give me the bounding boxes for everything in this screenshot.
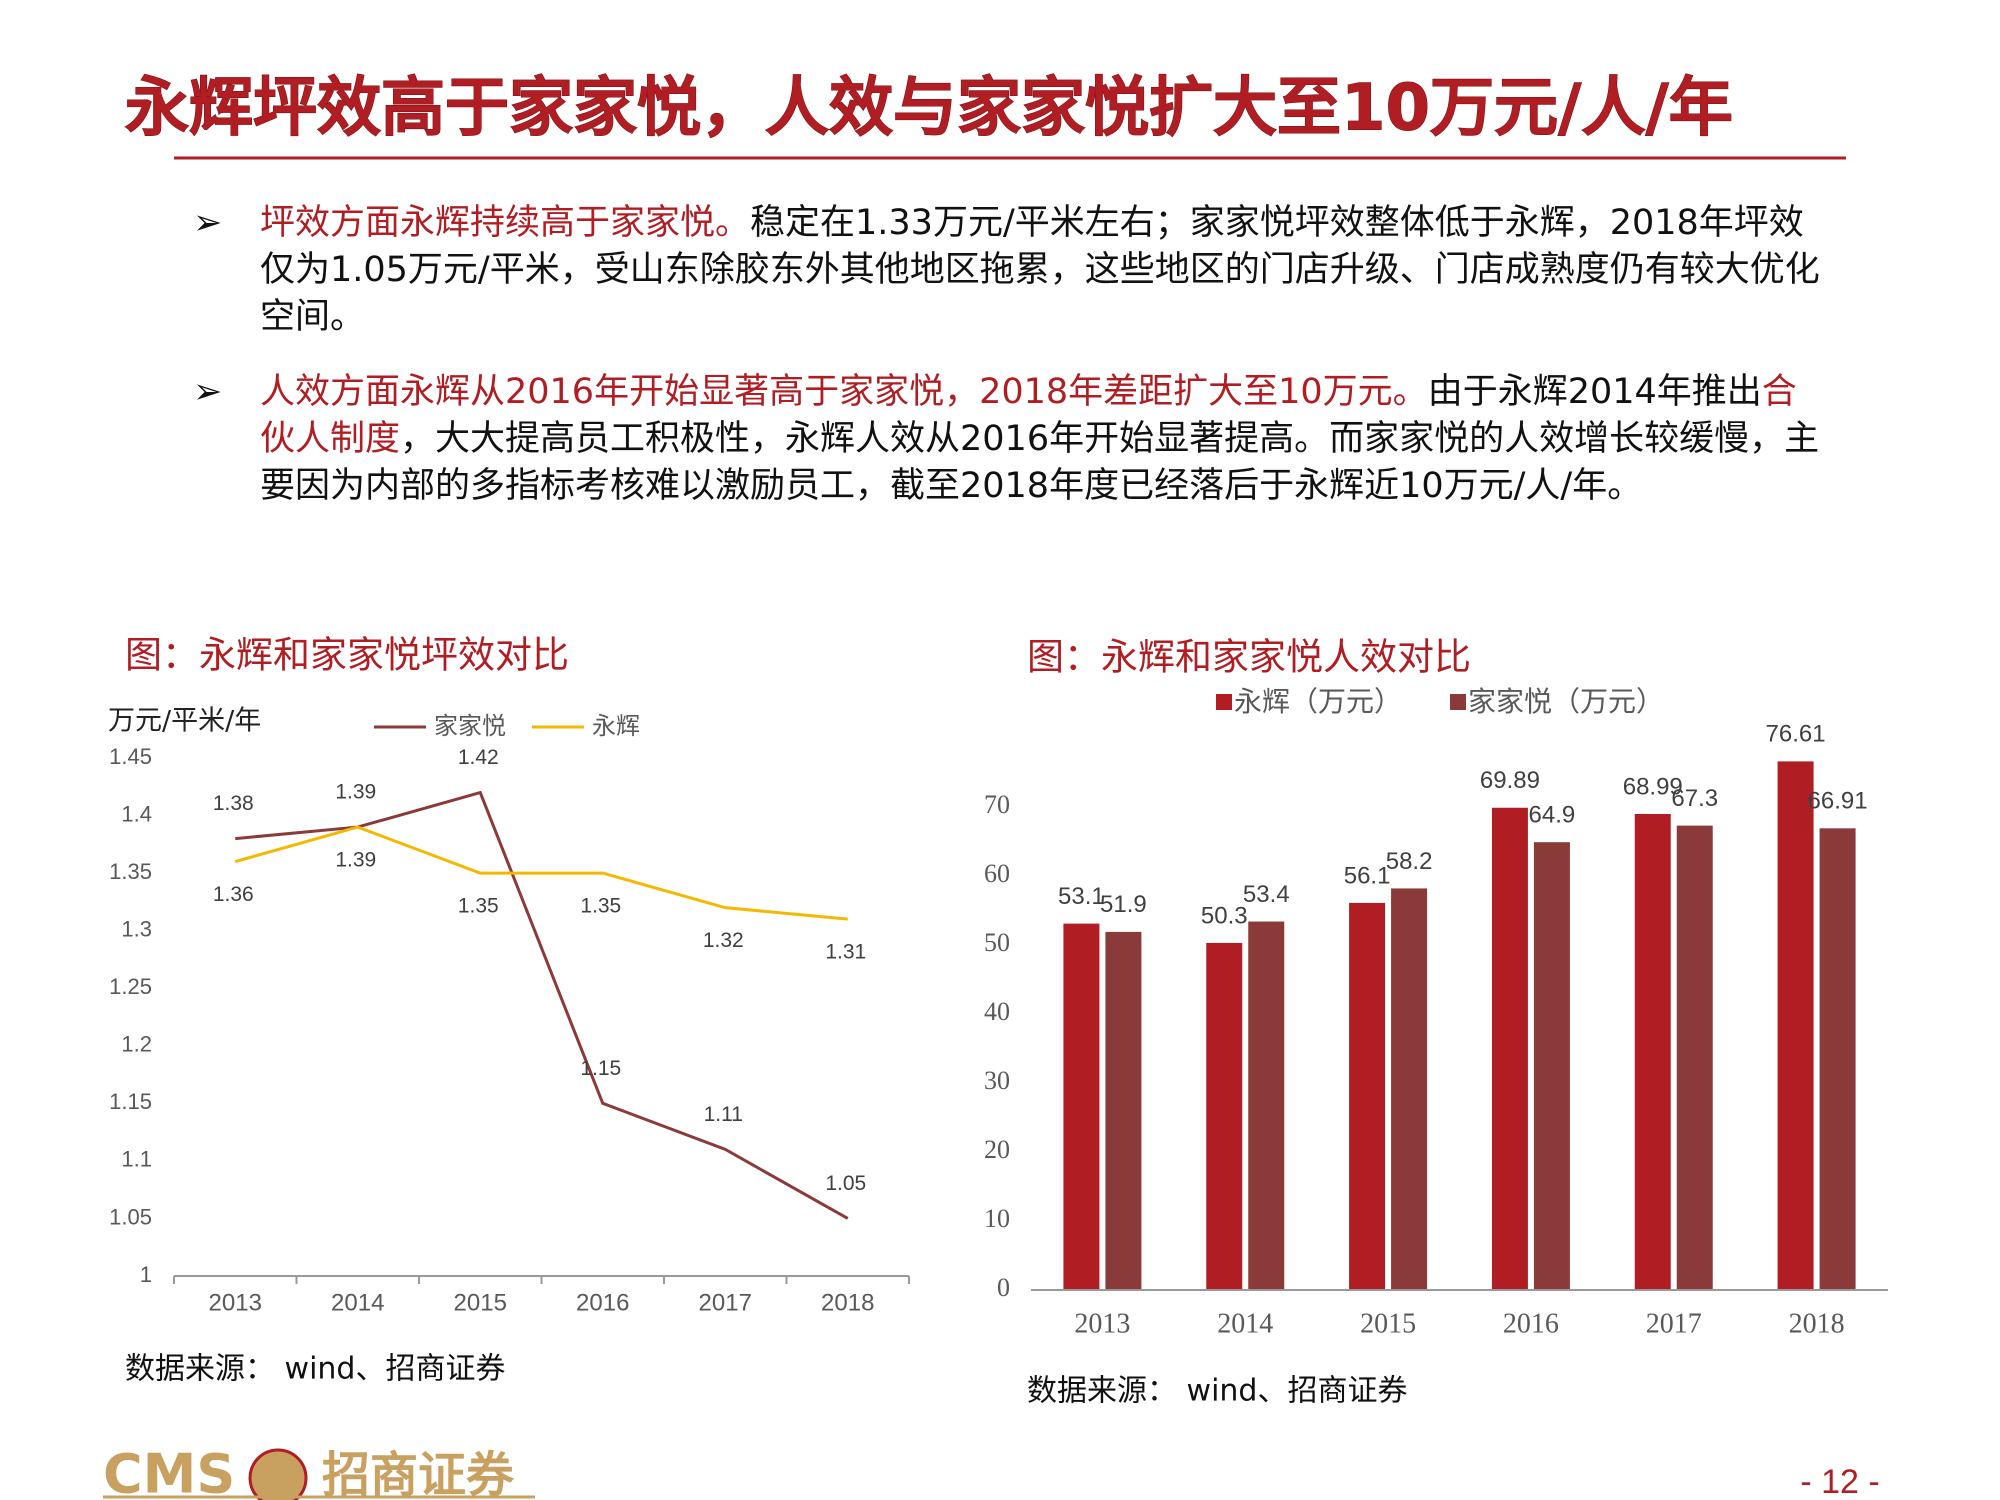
y-tick-label: 1.15 — [109, 1089, 152, 1114]
data-label: 1.35 — [458, 895, 499, 918]
y-tick-label: 1.25 — [109, 974, 152, 999]
y-tick-label: 1.3 — [121, 916, 152, 941]
y-tick-label: 70 — [984, 790, 1010, 819]
y-tick-label: 30 — [984, 1066, 1010, 1095]
data-label: 1.31 — [825, 941, 866, 964]
bullet-text: 人效方面永辉从2016年开始显著高于家家悦，2018年差距扩大至10万元。 — [260, 372, 1428, 412]
bar — [1634, 813, 1671, 1290]
data-label: 1.35 — [580, 895, 621, 918]
legend-swatch — [1450, 694, 1466, 710]
bar — [1533, 842, 1570, 1290]
bar — [1391, 888, 1428, 1290]
data-label: 1.42 — [458, 746, 499, 769]
footer-logo: CMS — [103, 1443, 235, 1500]
x-tick-label: 2014 — [1217, 1308, 1273, 1339]
legend-label: 家家悦（万元） — [1468, 685, 1664, 718]
data-label: 56.1 — [1344, 862, 1391, 889]
x-tick-label: 2017 — [699, 1289, 752, 1316]
data-label: 67.3 — [1671, 785, 1718, 812]
y-axis-label: 万元/平米/年 — [108, 706, 261, 737]
x-tick-label: 2018 — [1789, 1308, 1845, 1339]
x-tick-label: 2013 — [1074, 1308, 1130, 1339]
bar — [1206, 942, 1243, 1290]
data-label: 1.15 — [580, 1057, 621, 1080]
x-tick-label: 2016 — [576, 1289, 629, 1316]
bullet-text: 坪效方面永辉持续高于家家悦。 — [260, 203, 751, 243]
y-tick-label: 1.35 — [109, 859, 152, 884]
legend-label: 永辉（万元） — [1234, 685, 1402, 718]
y-tick-label: 1.4 — [121, 801, 152, 826]
data-label: 1.32 — [703, 929, 744, 952]
bar — [1777, 761, 1814, 1290]
y-tick-label: 1 — [140, 1262, 152, 1287]
data-label: 76.61 — [1766, 721, 1826, 748]
series-line — [235, 790, 849, 1220]
y-tick-label: 1.05 — [109, 1204, 152, 1229]
bar — [1819, 828, 1856, 1290]
x-tick-label: 2016 — [1503, 1308, 1559, 1339]
x-tick-label: 2017 — [1646, 1308, 1702, 1339]
data-label: 1.38 — [213, 792, 254, 815]
y-tick-label: 1.45 — [109, 744, 152, 769]
y-tick-label: 10 — [984, 1204, 1010, 1233]
chart-title: 图：永辉和家家悦人效对比 — [1027, 636, 1471, 679]
legend-swatch — [1216, 694, 1232, 710]
data-label: 64.9 — [1529, 802, 1576, 829]
bullet-arrow: ➢ — [193, 203, 223, 243]
chart-title: 图：永辉和家家悦坪效对比 — [125, 634, 569, 677]
y-tick-label: 1.2 — [121, 1032, 152, 1057]
data-label: 69.89 — [1480, 767, 1540, 794]
bullet-arrow: ➢ — [193, 372, 223, 412]
y-tick-label: 60 — [984, 859, 1010, 888]
bar — [1349, 902, 1386, 1290]
page-number: - 12 - — [1800, 1463, 1879, 1500]
chart-source: 数据来源： wind、招商证券 — [125, 1352, 505, 1387]
x-tick-label: 2014 — [331, 1289, 384, 1316]
series-line — [234, 825, 848, 921]
data-label: 51.9 — [1100, 891, 1147, 918]
data-label: 53.1 — [1058, 883, 1105, 910]
slide-title: 永辉坪效高于家家悦，人效与家家悦扩大至10万元/人/年 — [125, 72, 1733, 146]
y-tick-label: 20 — [984, 1135, 1010, 1164]
bullet: ➢ 人效方面永辉从2016年开始显著高于家家悦，2018年差距扩大至10万元。由于… — [193, 369, 1823, 510]
x-tick-label: 2015 — [454, 1289, 507, 1316]
bar — [1248, 921, 1285, 1290]
data-label: 1.05 — [825, 1172, 866, 1195]
logo-emblem — [248, 1448, 308, 1500]
chart-source: 数据来源： wind、招商证券 — [1027, 1374, 1407, 1409]
bullet-text: ，大大提高员工积极性，永辉人效从2016年开始显著提高。而家家悦的人效增长较缓慢… — [260, 419, 1820, 506]
data-label: 58.2 — [1386, 848, 1433, 875]
data-label: 1.39 — [335, 781, 376, 804]
y-tick-label: 50 — [984, 928, 1010, 957]
y-tick-label: 0 — [997, 1273, 1010, 1302]
data-label: 1.39 — [335, 849, 376, 872]
legend-label: 家家悦 — [434, 712, 506, 740]
bar — [1676, 825, 1713, 1290]
data-label: 68.99 — [1623, 773, 1683, 800]
y-tick-label: 1.1 — [121, 1147, 152, 1172]
bullet-text: 稳定在1.33万元/平米左右；家家悦坪效整体低于永辉，2018年坪效仅为1.05… — [260, 203, 1820, 337]
data-label: 53.4 — [1243, 881, 1290, 908]
bar — [1491, 807, 1528, 1290]
data-label: 50.3 — [1201, 902, 1248, 929]
bullet-text: 由于永辉2014年推出 — [1427, 372, 1762, 412]
data-label: 66.91 — [1808, 788, 1868, 815]
bullet: ➢ 坪效方面永辉持续高于家家悦。稳定在1.33万元/平米左右；家家悦坪效整体低于永… — [193, 200, 1823, 341]
x-tick-label: 2015 — [1360, 1308, 1416, 1339]
x-tick-label: 2013 — [209, 1289, 262, 1316]
bullet-list: ➢ 坪效方面永辉持续高于家家悦。稳定在1.33万元/平米左右；家家悦坪效整体低于永… — [193, 200, 1823, 538]
bar — [1063, 923, 1100, 1290]
x-tick-label: 2018 — [821, 1289, 874, 1316]
data-label: 1.11 — [704, 1103, 743, 1126]
footer-company: 招商证券 — [322, 1447, 515, 1500]
legend-label: 永辉 — [592, 712, 640, 740]
data-label: 1.36 — [213, 883, 254, 906]
y-tick-label: 40 — [984, 997, 1010, 1026]
bar — [1105, 931, 1142, 1290]
bullet-text: 合伙人制度 — [260, 372, 1797, 459]
